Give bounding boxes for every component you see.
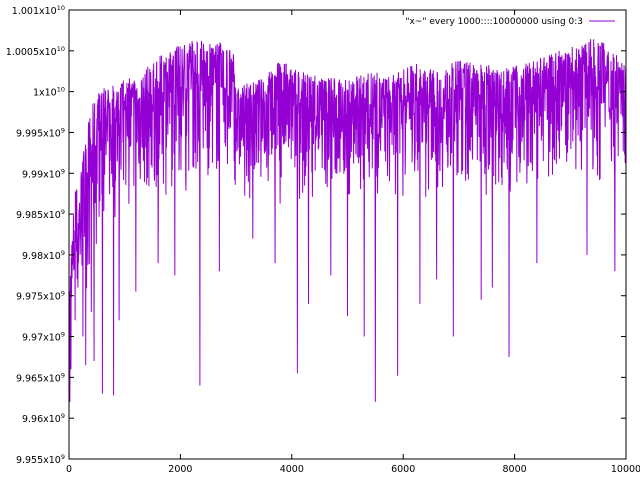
- y-tick-label-exponent: 9: [61, 167, 65, 175]
- y-tick-label: 9.985x109: [16, 208, 65, 221]
- y-tick-label: 9.99x109: [22, 167, 65, 180]
- y-tick-label-base: 1.001x10: [12, 6, 57, 17]
- y-tick-label-base: 9.995x10: [16, 128, 61, 139]
- y-tick-label: 9.96x109: [22, 412, 65, 425]
- y-tick-label-exponent: 9: [61, 249, 65, 257]
- y-tick-label-exponent: 9: [61, 126, 65, 134]
- y-tick-label-exponent: 9: [61, 331, 65, 339]
- y-tick-label-base: 1.0005x10: [6, 47, 57, 58]
- x-tick-label: 2000: [168, 464, 192, 475]
- x-tick-label: 8000: [503, 464, 527, 475]
- y-tick-label-exponent: 9: [61, 412, 65, 420]
- y-tick-label: 1x1010: [33, 86, 65, 99]
- y-tick-label: 1.001x1010: [12, 4, 65, 17]
- y-tick-label-exponent: 9: [61, 371, 65, 379]
- y-tick-label: 1.0005x1010: [6, 45, 65, 58]
- plot-border: [68, 9, 627, 460]
- y-tick-label: 9.975x109: [16, 290, 65, 303]
- legend-label: "x~" every 1000::::10000000 using 0:3: [405, 17, 583, 27]
- y-tick-label: 9.955x109: [16, 453, 65, 466]
- y-tick-label-base: 9.96x10: [22, 414, 61, 425]
- y-tick-label-base: 9.99x10: [22, 169, 61, 180]
- series-line: [68, 39, 627, 418]
- y-tick-label-base: 9.985x10: [16, 210, 61, 221]
- y-tick-label-exponent: 9: [61, 290, 65, 298]
- y-tick-label-base: 9.975x10: [16, 292, 61, 303]
- x-tick-label: 4000: [280, 464, 304, 475]
- y-tick-label-base: 9.97x10: [22, 333, 61, 344]
- y-tick-label-base: 9.965x10: [16, 373, 61, 384]
- x-tick-label: 10000: [611, 464, 640, 475]
- y-tick-label: 9.98x109: [22, 249, 65, 262]
- y-tick-label-exponent: 10: [57, 45, 65, 53]
- x-axis-ticks: 0 2000 4000 6000 8000 10000: [66, 10, 640, 475]
- y-tick-label: 9.995x109: [16, 126, 65, 139]
- plot-lines: [68, 39, 627, 418]
- y-tick-label-exponent: 9: [61, 208, 65, 216]
- x-tick-label: 6000: [391, 464, 415, 475]
- y-tick-label-exponent: 9: [61, 453, 65, 461]
- legend: "x~" every 1000::::10000000 using 0:3: [405, 17, 615, 27]
- y-tick-label-exponent: 10: [57, 86, 65, 94]
- x-tick-label: 0: [66, 464, 72, 475]
- y-tick-label-base: 1x10: [33, 88, 57, 99]
- y-tick-label-base: 9.955x10: [16, 455, 61, 466]
- y-tick-label-exponent: 10: [57, 4, 65, 12]
- y-tick-label-base: 9.98x10: [22, 251, 61, 262]
- y-tick-label: 9.965x109: [16, 371, 65, 384]
- y-tick-label: 9.97x109: [22, 331, 65, 344]
- y-axis-ticks: 9.955x1099.96x1099.965x1099.97x1099.975x…: [6, 4, 626, 466]
